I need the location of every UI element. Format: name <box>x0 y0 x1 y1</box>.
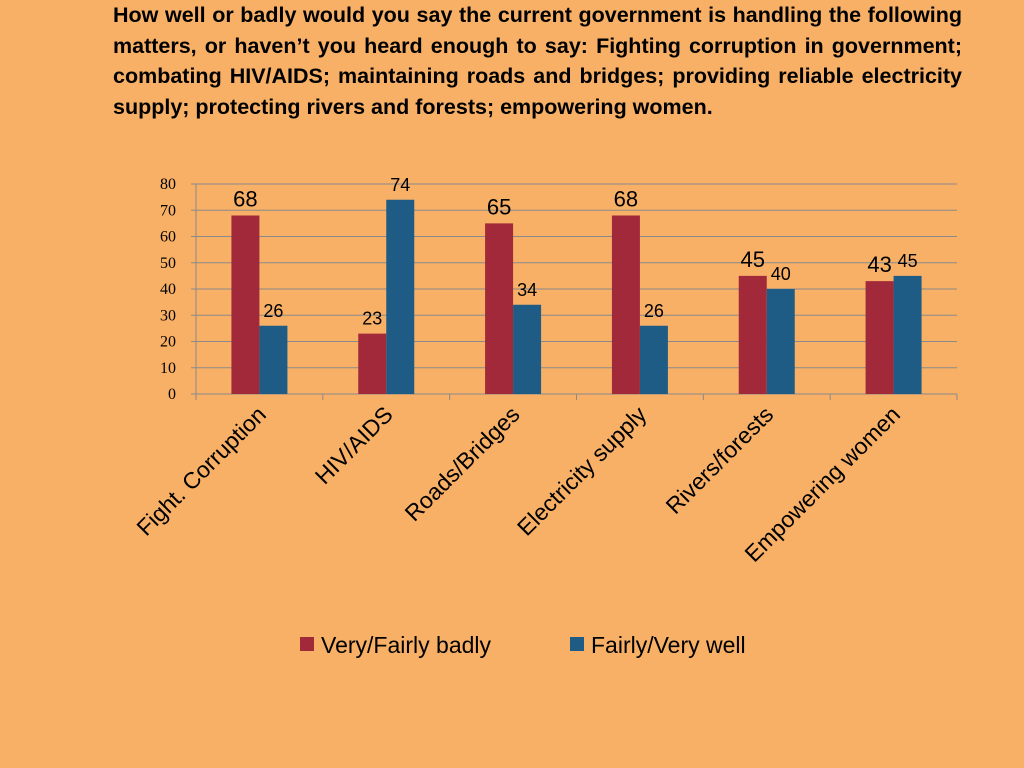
y-tick-label: 0 <box>168 386 176 403</box>
data-label: 23 <box>362 309 382 329</box>
bar-badly <box>358 333 387 394</box>
bars <box>231 199 922 394</box>
y-tick-label: 70 <box>160 202 176 219</box>
legend-label: Very/Fairly badly <box>321 632 492 658</box>
x-tick-label: Fight. Corruption <box>131 401 271 541</box>
bar-badly <box>485 223 514 394</box>
data-label: 43 <box>867 252 891 277</box>
data-label: 65 <box>487 194 511 219</box>
bar-well <box>513 304 542 394</box>
x-tick-label: Rivers/forests <box>660 401 778 519</box>
data-label: 74 <box>390 175 410 195</box>
y-axis-ticks: 0 10 20 30 40 50 60 70 80 <box>160 176 176 403</box>
x-axis-ticks: Fight. Corruption HIV/AIDS Roads/BridgesEl… <box>131 401 905 567</box>
axes <box>191 183 958 400</box>
legend-label: Fairly/Very well <box>591 632 746 658</box>
bar-well <box>766 289 795 394</box>
data-label: 26 <box>263 301 283 321</box>
x-tick-label: Roads/Bridges <box>400 401 525 526</box>
data-label: 68 <box>233 187 257 212</box>
bar-well <box>386 199 415 394</box>
x-tick-label: HIV/AIDS <box>310 401 398 489</box>
y-tick-label: 20 <box>160 334 176 351</box>
data-label: 40 <box>771 264 791 284</box>
legend: Very/Fairly badly Fairly/Very well <box>300 632 746 658</box>
data-label: 45 <box>741 247 765 272</box>
bar-well <box>259 325 288 394</box>
bar-well <box>639 325 668 394</box>
bar-badly <box>611 215 640 394</box>
x-tick-label: Electricity supply <box>512 401 652 541</box>
data-label: 68 <box>614 187 638 212</box>
bar-well <box>893 275 922 394</box>
legend-swatch <box>300 637 314 651</box>
bar-badly <box>231 215 260 394</box>
bar-badly <box>738 275 767 394</box>
y-tick-label: 80 <box>160 176 176 193</box>
y-tick-label: 50 <box>160 255 176 272</box>
y-tick-label: 30 <box>160 307 176 324</box>
y-tick-label: 60 <box>160 229 176 246</box>
gridlines <box>196 183 957 369</box>
y-tick-label: 40 <box>160 281 176 298</box>
bar-badly <box>865 281 894 394</box>
legend-swatch <box>570 637 584 651</box>
data-labels: 68 26 23 74 65 34 68 26 45 40 43 45 <box>233 175 917 329</box>
y-tick-label: 10 <box>160 360 176 377</box>
question-text: How well or badly would you say the curr… <box>113 3 962 119</box>
data-label: 26 <box>644 301 664 321</box>
data-label: 34 <box>517 280 537 300</box>
data-label: 45 <box>898 251 918 271</box>
